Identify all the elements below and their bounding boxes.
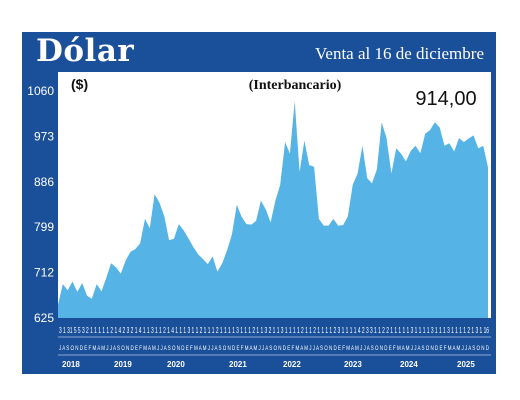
x-year-label: 2025 (457, 360, 475, 369)
y-tick-label: 973 (34, 129, 54, 143)
y-tick-label: 1060 (27, 84, 54, 98)
x-day-tick-labels: 3 1 31 5 5 3 2 1 1 1 1 1 2 1 4 2 3 2 1 4… (59, 326, 489, 335)
chart-title: (Interbancario) (249, 78, 342, 93)
x-year-label: 2024 (400, 360, 418, 369)
right-border (491, 72, 496, 374)
x-year-label: 2022 (283, 360, 301, 369)
page-title: Dólar (36, 33, 135, 69)
y-tick-label: 886 (34, 175, 54, 189)
y-tick-label: 625 (34, 311, 54, 325)
x-year-label: 2019 (114, 360, 132, 369)
y-axis-band (22, 72, 58, 374)
last-value-label: 914,00 (415, 88, 476, 110)
x-year-label: 2018 (62, 360, 80, 369)
header-bar: Dólar Venta al 16 de diciembre (22, 32, 496, 72)
x-axis-band (58, 318, 491, 370)
y-tick-label: 799 (34, 220, 54, 234)
chart-card: Dólar Venta al 16 de diciembre 1060 973 88… (22, 32, 496, 374)
page-subtitle: Venta al 16 de diciembre (315, 44, 484, 63)
x-year-label: 2021 (229, 360, 247, 369)
unit-label: ($) (71, 76, 88, 92)
x-year-label: 2020 (167, 360, 185, 369)
bottom-border (22, 370, 496, 374)
x-year-label: 2023 (344, 360, 362, 369)
area-series (58, 101, 488, 319)
y-tick-label: 712 (34, 266, 54, 280)
x-month-tick-labels: J A S O N D E F M A M J J A S O N D E F … (59, 345, 489, 352)
